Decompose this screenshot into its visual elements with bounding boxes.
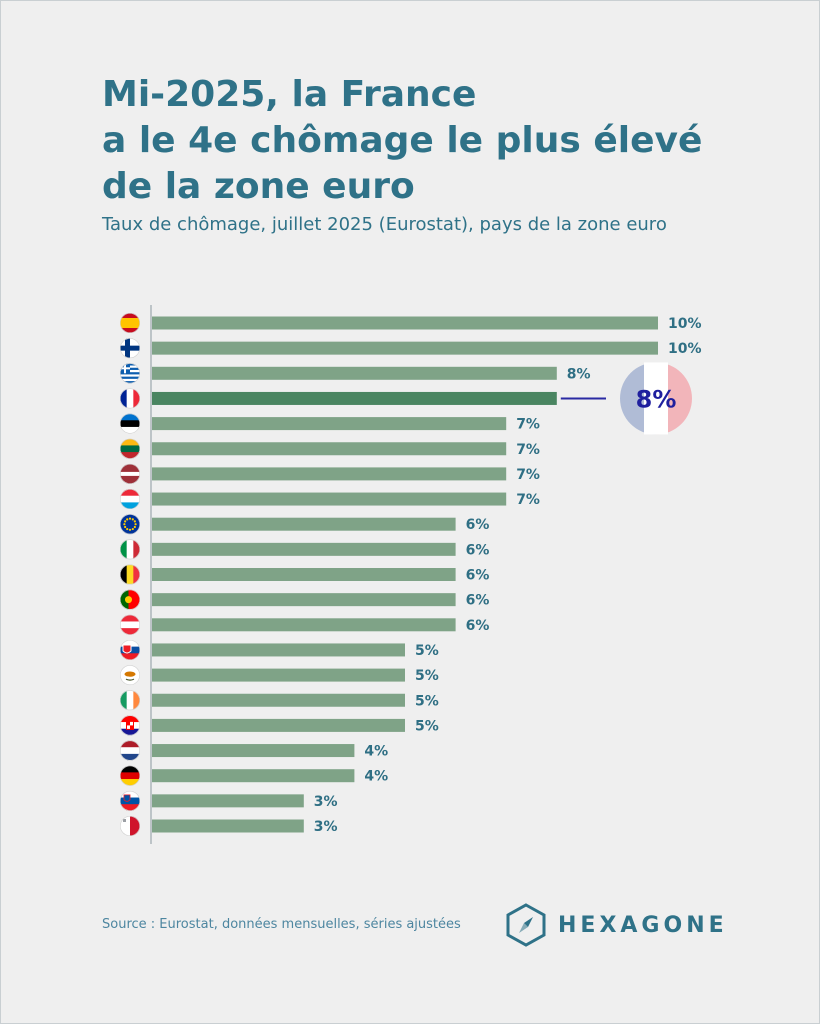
bar-malta: [152, 819, 304, 833]
bar-slovakia: [152, 643, 405, 657]
bar-latvia: [152, 467, 507, 481]
chart-title: Mi-2025, la France a le 4e chômage le pl…: [102, 72, 782, 210]
luxembourg-flag-icon: [120, 489, 141, 510]
croatia-flag-icon: [120, 715, 141, 736]
value-label-lithuania: 7%: [516, 442, 540, 458]
netherlands-flag-icon: [120, 740, 141, 761]
bar-ireland: [152, 693, 405, 707]
hexagon-compass-icon: [506, 903, 546, 947]
value-label-greece: 8%: [567, 366, 591, 382]
value-label-malta: 3%: [314, 819, 338, 835]
value-label-portugal: 6%: [466, 593, 490, 609]
bar-belgium: [152, 568, 456, 581]
title-line-3: de la zone euro: [102, 166, 415, 207]
value-label-italy: 6%: [466, 542, 490, 558]
malta-flag-icon: [120, 815, 141, 836]
latvia-flag-icon: [120, 463, 141, 484]
chart-subtitle: Taux de chômage, juillet 2025 (Eurostat)…: [102, 214, 667, 235]
value-label-spain: 10%: [668, 316, 702, 332]
bar-netherlands: [152, 744, 355, 758]
value-label-slovakia: 5%: [415, 643, 439, 659]
unemployment-bar-chart: 10% 10% 8% 7% 7% 7% 7% 6% 6% 6% 6% 6% 5% 5% 5% 5% 4% 4% 3%…: [120, 305, 702, 844]
value-label-netherlands: 4%: [364, 744, 388, 760]
bar-slovenia: [152, 794, 304, 808]
bar-cyprus: [152, 668, 405, 682]
france-callout-badge: 8%: [620, 362, 692, 435]
value-label-ireland: 5%: [415, 693, 439, 709]
bar-france: [152, 391, 557, 405]
value-label-luxembourg: 7%: [516, 492, 540, 508]
ireland-flag-icon: [120, 690, 141, 711]
title-line-1: Mi-2025, la France: [102, 74, 477, 115]
bar-austria: [152, 618, 456, 632]
value-label-cyprus: 5%: [415, 668, 439, 684]
greece-flag-icon: [120, 363, 141, 384]
bar-greece: [152, 366, 557, 380]
portugal-flag-icon: [120, 589, 141, 610]
belgium-flag-icon: [120, 564, 141, 585]
title-line-2: a le 4e chômage le plus élevé: [102, 120, 703, 161]
bar-finland: [152, 341, 658, 355]
bar-luxembourg: [152, 492, 507, 506]
value-label-latvia: 7%: [516, 467, 540, 483]
bar-croatia: [152, 718, 405, 732]
source-note: Source : Eurostat, données mensuelles, s…: [102, 917, 461, 932]
value-label-belgium: 6%: [466, 568, 490, 584]
france-flag-icon: [120, 388, 141, 409]
callout-label: 8%: [636, 385, 677, 413]
cyprus-flag-icon: [120, 665, 141, 686]
value-label-austria: 6%: [466, 618, 490, 634]
germany-flag-icon: [120, 765, 141, 786]
lithuania-flag-icon: [120, 438, 141, 459]
slovenia-flag-icon: [120, 790, 141, 811]
value-label-estonia: 7%: [516, 417, 540, 433]
bar-lithuania: [152, 442, 507, 456]
value-label-croatia: 5%: [415, 718, 439, 734]
slovakia-flag-icon: [120, 639, 141, 660]
brand-logo: HEXAGONE: [506, 903, 728, 947]
bar-germany: [152, 769, 355, 783]
bar-portugal: [152, 593, 456, 607]
bar-euro-area: [152, 517, 456, 531]
bar-italy: [152, 542, 456, 556]
estonia-flag-icon: [120, 413, 141, 434]
spain-flag-icon: [120, 313, 141, 333]
italy-flag-icon: [120, 539, 141, 560]
bar-spain: [152, 316, 658, 330]
austria-flag-icon: [120, 614, 141, 635]
value-label-finland: 10%: [668, 341, 702, 357]
bar-estonia: [152, 417, 507, 431]
finland-flag-icon: [120, 338, 141, 359]
value-label-germany: 4%: [364, 769, 388, 785]
eu-flag-icon: [120, 514, 141, 535]
value-label-euro-area: 6%: [466, 517, 490, 533]
brand-name: HEXAGONE: [558, 912, 728, 938]
value-label-slovenia: 3%: [314, 794, 338, 810]
